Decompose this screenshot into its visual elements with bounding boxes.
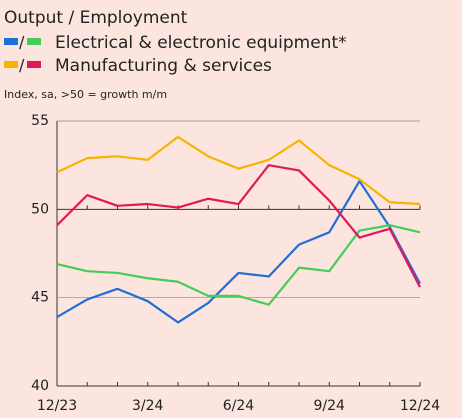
legend-separator: / — [19, 56, 25, 75]
series-line — [56, 224, 421, 306]
y-tick-label: 55 — [31, 113, 49, 129]
series-line — [56, 179, 421, 324]
legend-separator: / — [19, 33, 25, 52]
chart-title: Output / Employment — [4, 8, 188, 28]
series-line — [56, 135, 421, 206]
series-line — [56, 164, 421, 288]
y-tick-label: 45 — [31, 290, 49, 306]
chart-subtitle: Index, sa, >50 = growth m/m — [4, 88, 167, 101]
x-tick-label: 9/24 — [314, 398, 346, 414]
legend-swatch — [4, 38, 18, 45]
legend-swatch — [27, 38, 41, 45]
legend-swatch — [27, 61, 41, 68]
y-tick-label: 50 — [31, 201, 49, 217]
x-tick-label: 12/23 — [37, 398, 77, 414]
x-tick-label: 3/24 — [132, 398, 164, 414]
legend-swatch — [4, 61, 18, 68]
x-tick-label: 12/24 — [400, 398, 440, 414]
x-tick-label: 6/24 — [223, 398, 255, 414]
legend-label: Electrical & electronic equipment* — [55, 33, 347, 53]
y-tick-label: 40 — [31, 378, 49, 394]
legend-label: Manufacturing & services — [55, 56, 272, 76]
